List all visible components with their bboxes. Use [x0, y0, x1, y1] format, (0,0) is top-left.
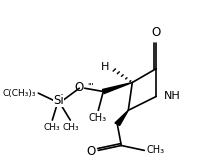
Text: H: H	[101, 62, 109, 72]
Polygon shape	[102, 82, 132, 94]
Text: O: O	[86, 145, 95, 158]
Text: CH₃: CH₃	[44, 123, 61, 132]
Text: O: O	[152, 26, 161, 39]
Text: CH₃: CH₃	[88, 113, 106, 123]
Text: ''': '''	[87, 83, 94, 92]
Text: O: O	[75, 81, 84, 94]
Text: Si: Si	[53, 94, 64, 107]
Text: CH₃: CH₃	[147, 145, 165, 155]
Text: NH: NH	[164, 91, 181, 101]
Polygon shape	[115, 110, 128, 125]
Text: CH₃: CH₃	[63, 123, 80, 132]
Text: C(CH₃)₃: C(CH₃)₃	[3, 89, 36, 98]
